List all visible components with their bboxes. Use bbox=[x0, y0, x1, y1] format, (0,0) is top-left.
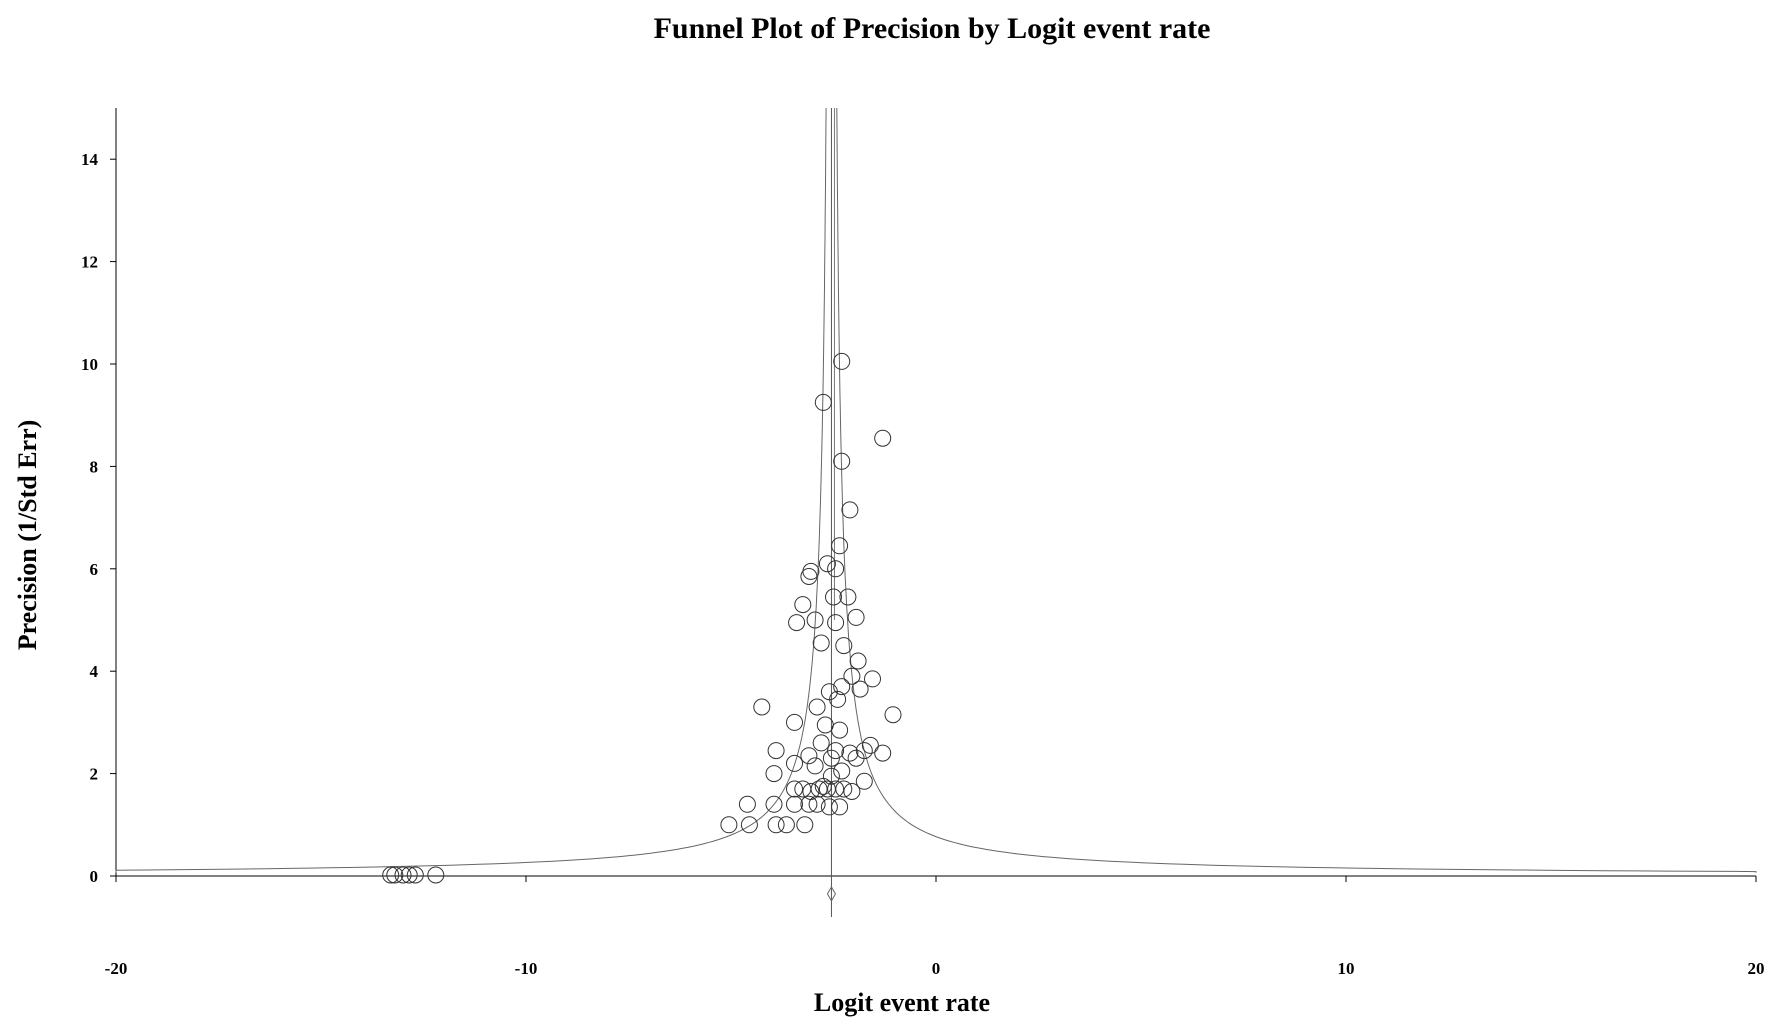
data-point bbox=[874, 429, 892, 447]
data-point bbox=[788, 614, 806, 632]
data-point bbox=[786, 780, 803, 798]
data-point bbox=[839, 588, 857, 606]
y-tick-label: 10 bbox=[81, 355, 98, 374]
data-point bbox=[808, 698, 826, 716]
data-point bbox=[818, 555, 836, 573]
data-point bbox=[827, 780, 845, 798]
data-points bbox=[382, 352, 902, 884]
data-point bbox=[827, 560, 845, 578]
x-axis-label: Logit event rate bbox=[814, 988, 990, 1017]
data-point bbox=[827, 614, 845, 632]
data-point bbox=[786, 754, 803, 772]
x-tick-label: 0 bbox=[932, 959, 941, 978]
data-point bbox=[831, 537, 849, 555]
x-tick-label: 10 bbox=[1338, 959, 1355, 978]
x-tick-label: 20 bbox=[1748, 959, 1765, 978]
funnel-left-limit bbox=[115, 107, 827, 873]
data-point bbox=[851, 680, 869, 698]
data-point bbox=[786, 713, 803, 731]
data-point bbox=[786, 795, 803, 813]
y-tick-label: 2 bbox=[90, 765, 99, 784]
data-point bbox=[841, 501, 859, 519]
data-point bbox=[777, 816, 795, 834]
data-point bbox=[765, 795, 783, 813]
data-point bbox=[820, 798, 838, 816]
data-point bbox=[843, 667, 861, 685]
data-point bbox=[806, 611, 824, 629]
data-point bbox=[812, 634, 830, 652]
data-point bbox=[808, 795, 826, 813]
data-point bbox=[822, 749, 840, 767]
y-tick-label: 6 bbox=[90, 560, 99, 579]
tick-labels: -20 -10 0 10 20 0 2 4 6 8 10 12 14 bbox=[81, 150, 1765, 978]
data-point bbox=[406, 866, 424, 884]
x-tick-label: -20 bbox=[105, 959, 128, 978]
data-point bbox=[835, 637, 853, 655]
data-point bbox=[812, 734, 830, 752]
data-point bbox=[833, 452, 851, 470]
y-tick-label: 4 bbox=[90, 662, 99, 681]
chart-title: Funnel Plot of Precision by Logit event … bbox=[654, 12, 1211, 45]
data-point bbox=[800, 795, 818, 813]
data-point bbox=[814, 777, 832, 795]
data-point bbox=[884, 706, 902, 724]
data-point bbox=[829, 690, 847, 708]
y-tick-label: 0 bbox=[90, 867, 99, 886]
data-point bbox=[831, 721, 849, 739]
y-tick-label: 14 bbox=[81, 150, 99, 169]
data-point bbox=[831, 798, 849, 816]
data-point bbox=[833, 762, 851, 780]
data-point bbox=[835, 780, 853, 798]
data-point bbox=[386, 866, 404, 884]
data-point bbox=[847, 608, 865, 626]
data-point bbox=[800, 747, 818, 765]
summary-diamond bbox=[826, 885, 837, 902]
data-point bbox=[767, 816, 785, 834]
data-point bbox=[864, 670, 881, 688]
data-point bbox=[394, 866, 412, 884]
data-point bbox=[847, 749, 865, 767]
data-point bbox=[740, 816, 758, 834]
data-point bbox=[841, 744, 859, 762]
data-point bbox=[849, 652, 867, 670]
data-point bbox=[765, 765, 783, 783]
x-tick-label: -10 bbox=[515, 959, 538, 978]
data-point bbox=[861, 736, 879, 754]
data-point bbox=[382, 866, 400, 884]
data-point bbox=[738, 795, 756, 813]
y-tick-label: 12 bbox=[81, 253, 98, 272]
y-axis-label: Precision (1/Std Err) bbox=[13, 420, 42, 651]
data-point bbox=[833, 678, 851, 696]
funnel-lines bbox=[115, 107, 1757, 917]
data-point bbox=[720, 816, 738, 834]
data-point bbox=[800, 568, 818, 585]
data-point bbox=[833, 352, 851, 370]
data-point bbox=[794, 596, 812, 614]
data-point bbox=[796, 816, 814, 834]
data-point bbox=[825, 588, 842, 606]
data-point bbox=[427, 866, 445, 884]
funnel-right-limit bbox=[836, 107, 1757, 873]
data-point bbox=[816, 716, 834, 734]
data-point bbox=[874, 744, 892, 762]
data-point bbox=[806, 757, 824, 775]
data-point bbox=[753, 698, 771, 716]
data-point bbox=[767, 742, 785, 760]
data-point bbox=[843, 783, 861, 800]
data-point bbox=[814, 393, 832, 411]
axes bbox=[110, 108, 1757, 882]
y-tick-label: 8 bbox=[90, 457, 99, 476]
data-point bbox=[400, 866, 418, 884]
data-point bbox=[855, 772, 873, 790]
